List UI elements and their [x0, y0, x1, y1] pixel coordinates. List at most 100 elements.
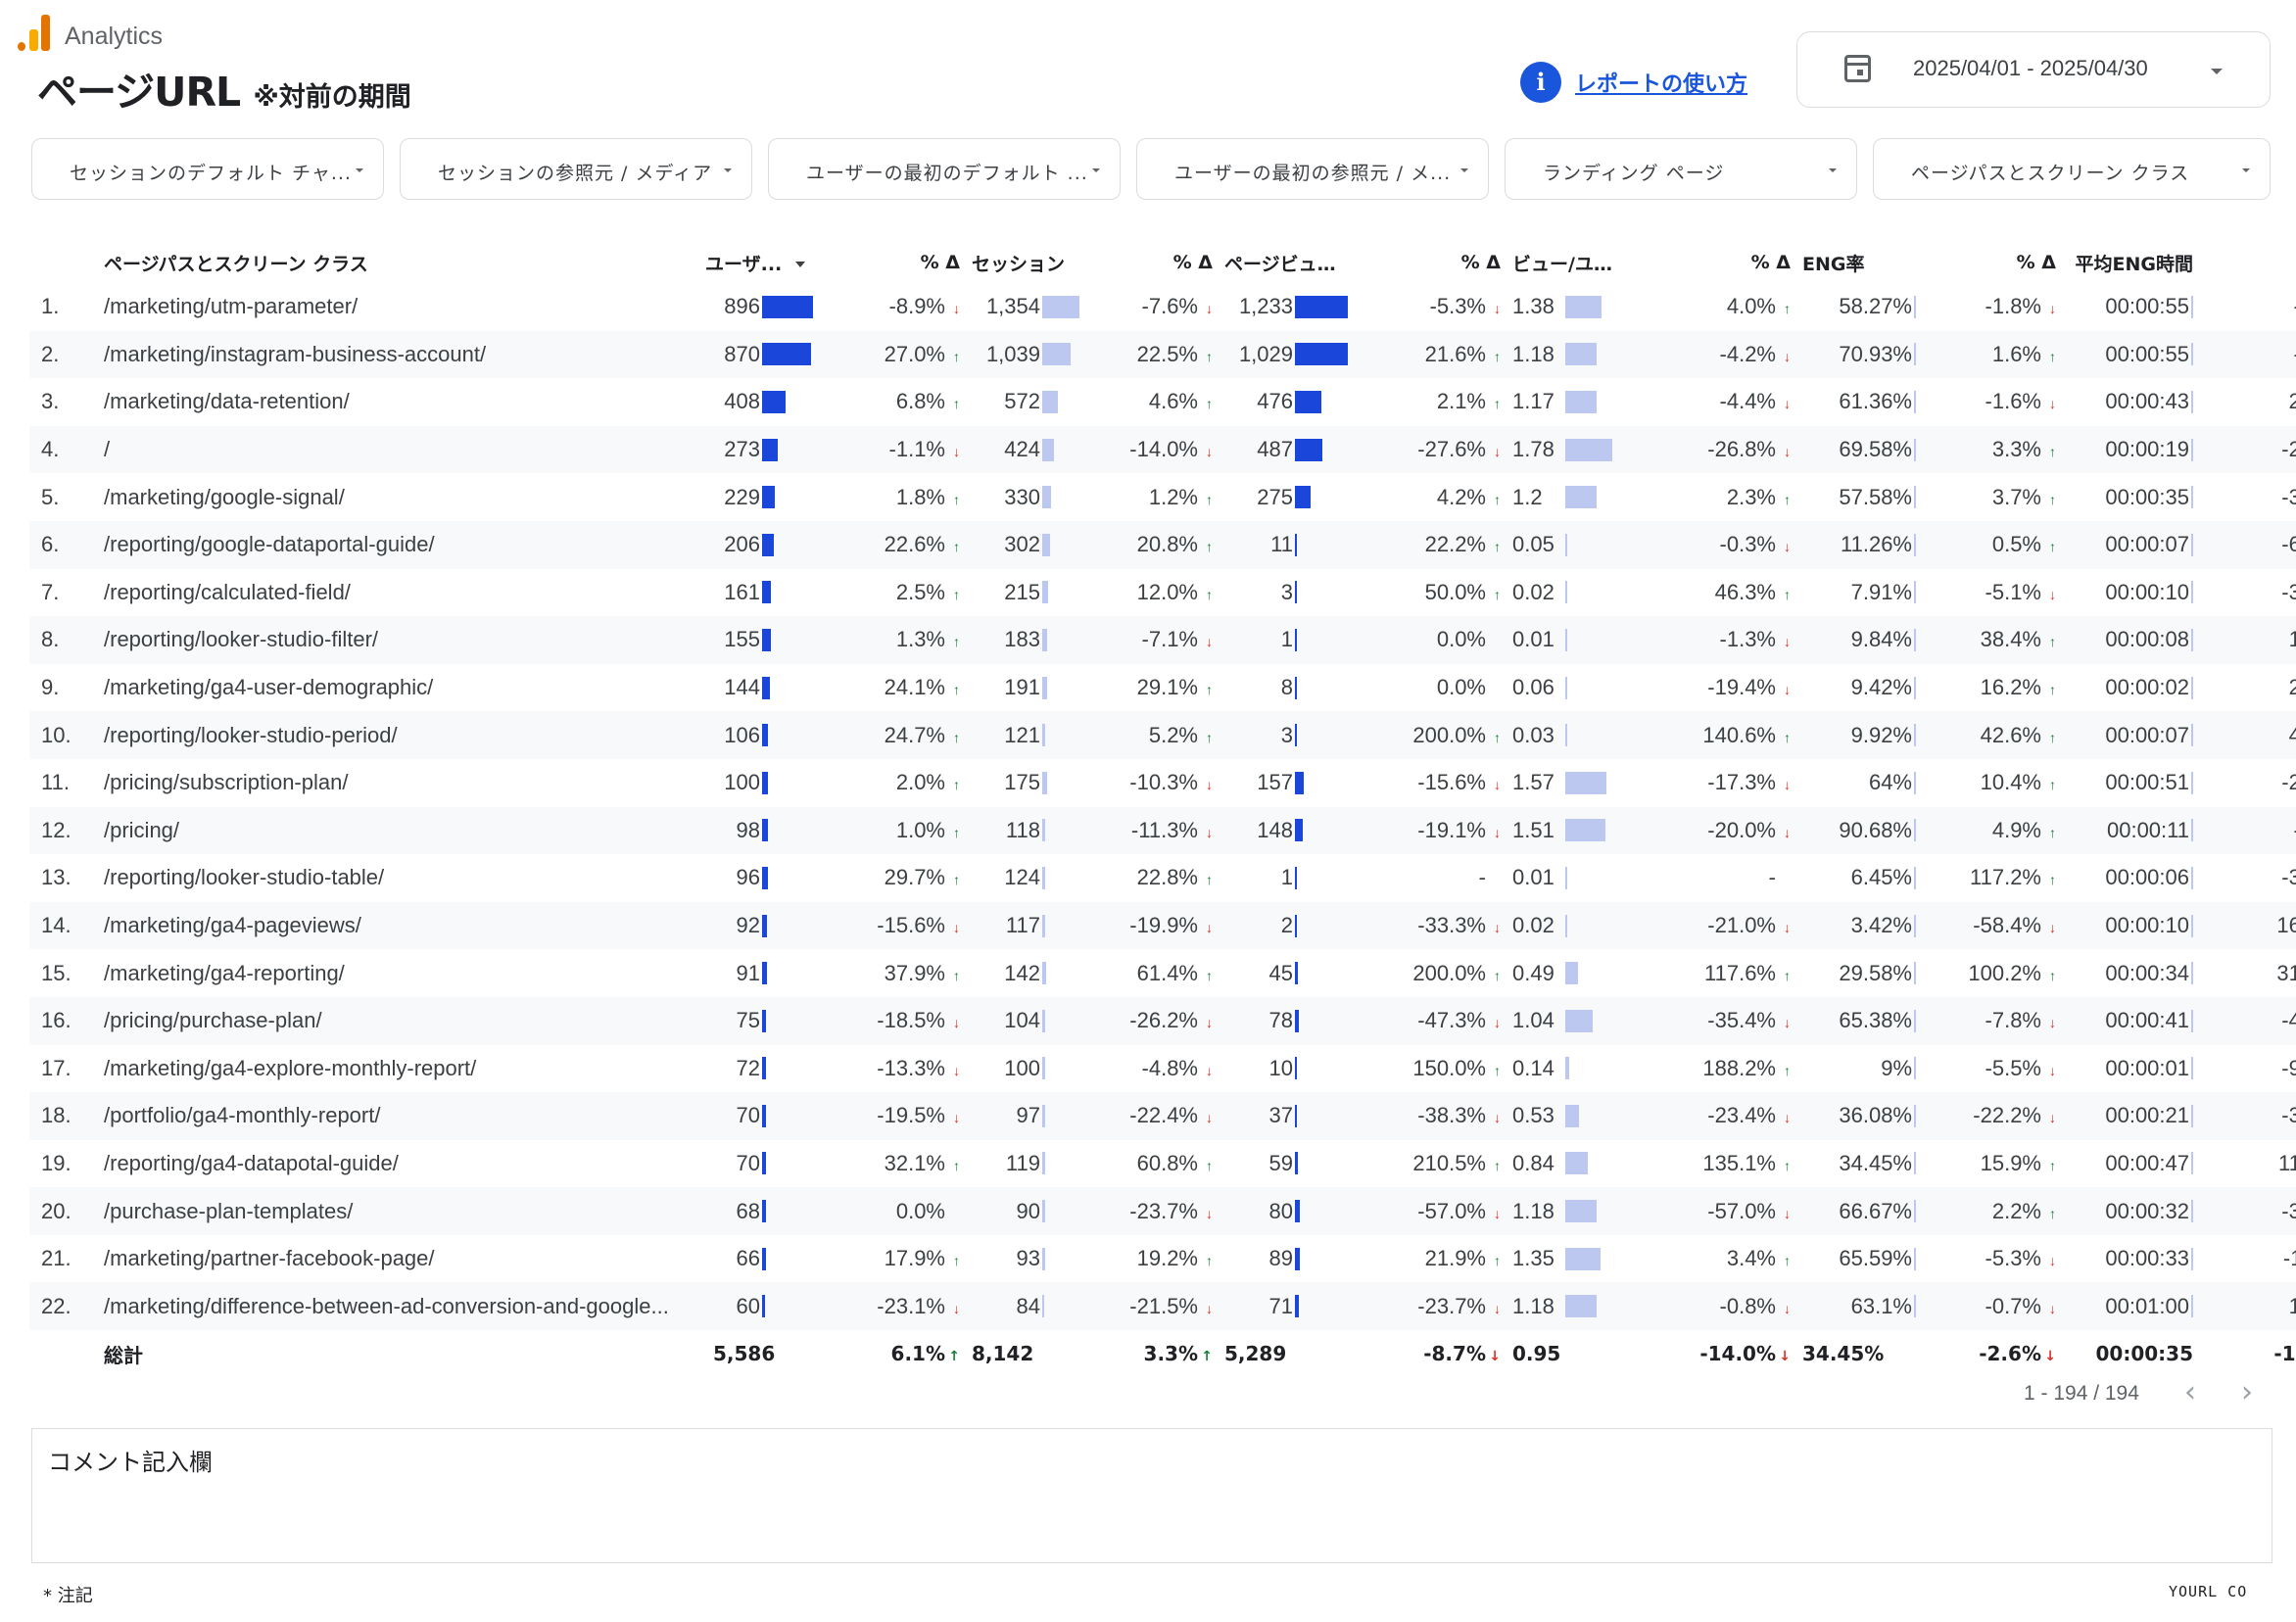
page-path[interactable]: /pricing/subscription-plan/: [104, 770, 349, 795]
page-path[interactable]: /marketing/utm-parameter/: [104, 294, 359, 319]
column-header-pageviews-delta[interactable]: % Δ: [1460, 252, 1501, 273]
filter-session-default-channel[interactable]: セッションのデフォルト チャ...: [31, 138, 384, 200]
cell-value: 70: [736, 1150, 760, 1175]
table-row[interactable]: 5. /marketing/google-signal/229 1.8% ↑ 330 1.…: [29, 473, 2296, 521]
table-row[interactable]: 1. /marketing/utm-parameter/896 -8.9% ↓ 1,35…: [29, 283, 2296, 331]
help-link-group[interactable]: i レポートの使い方: [1520, 62, 1747, 103]
value-bar: [2191, 724, 2193, 747]
table-row[interactable]: 15. /marketing/ga4-reporting/91 37.9% ↑ 142 6…: [29, 949, 2296, 997]
page-path[interactable]: /marketing/ga4-reporting/: [104, 960, 345, 985]
info-icon[interactable]: i: [1520, 62, 1561, 103]
table-row[interactable]: 16./pricing/purchase-plan/75 -18.5% ↓ 104 -2…: [29, 996, 2296, 1045]
column-header-views-per-user-delta[interactable]: % Δ: [1750, 252, 1791, 273]
column-header-avg-eng-time[interactable]: 平均ENG時間: [2075, 253, 2193, 275]
table-row[interactable]: 17. /marketing/ga4-explore-monthly-report…: [29, 1045, 2296, 1093]
column-header-sessions-delta[interactable]: % Δ: [1172, 252, 1213, 273]
page-path[interactable]: /portfolio/ga4-monthly-report/: [98, 1092, 686, 1140]
table-row[interactable]: 13. /reporting/looker-studio-table/96 29.7…: [29, 854, 2296, 902]
delta-value: 150.0%: [1412, 1055, 1486, 1080]
pageviews-delta-cell: 21.9% ↑: [1348, 1235, 1507, 1283]
value-bar: [1914, 962, 1916, 985]
table-row[interactable]: 12./pricing/98 1.0% ↑ 118 -11.3% ↓ 148 -19.1% ↓ 1…: [29, 806, 2296, 855]
table-row[interactable]: 11. /pricing/subscription-plan/100 2.0% ↑ 17…: [29, 759, 2296, 807]
cell-value: 97: [1016, 1103, 1040, 1128]
sort-desc-icon[interactable]: [795, 262, 806, 267]
delta-value: 188.2%: [1702, 1055, 1776, 1080]
eng-rate-cell: 90.68%: [1796, 806, 1922, 855]
help-link[interactable]: レポートの使い方: [1575, 72, 1748, 97]
page-path[interactable]: /pricing/: [98, 806, 686, 855]
page-path[interactable]: /reporting/looker-studio-table/: [104, 865, 385, 890]
row-index: 17.: [41, 1055, 72, 1080]
column-header-eng-rate-delta[interactable]: % Δ: [2016, 252, 2056, 273]
page-path[interactable]: /marketing/data-retention/: [104, 389, 350, 414]
bar-cell: 68: [692, 1187, 833, 1235]
table-row[interactable]: 3. /marketing/data-retention/408 6.8% ↑ 572 4…: [29, 378, 2296, 426]
page-path[interactable]: /marketing/ga4-user-demographic/: [104, 675, 434, 700]
page-path[interactable]: /reporting/looker-studio-filter/: [98, 616, 686, 664]
column-header-views-per-user[interactable]: ビュー/ユーザー: [1512, 253, 1636, 275]
filter-landing-page[interactable]: ランディング ページ: [1505, 138, 1857, 200]
page-path[interactable]: /marketing/ga4-explore-monthly-report/: [104, 1055, 477, 1080]
row-index: 8.: [29, 616, 98, 664]
page-path[interactable]: /marketing/difference-between-ad-convers…: [98, 1282, 686, 1331]
column-header-avg-eng-time-delta[interactable]: % Δ: [2199, 242, 2296, 283]
value-bar: [1914, 1247, 1916, 1270]
value-bar: [1565, 343, 1597, 366]
chevron-right-icon[interactable]: ›: [2241, 1375, 2253, 1409]
page-path[interactable]: /reporting/looker-studio-period/: [98, 711, 686, 759]
table-row[interactable]: 6./reporting/google-dataportal-guide/206…: [29, 520, 2296, 569]
page-path[interactable]: /pricing/purchase-plan/: [98, 996, 686, 1045]
users-cell: 229: [686, 473, 838, 521]
table-row[interactable]: 14./marketing/ga4-pageviews/92 -15.6% ↓ 117…: [29, 901, 2296, 950]
users-delta-cell: -1.1% ↓: [838, 425, 966, 474]
filter-page-path-screen-class[interactable]: ページパスとスクリーン クラス: [1873, 138, 2271, 200]
filter-first-user-source-medium[interactable]: ユーザーの最初の参照元 / メ...: [1136, 138, 1489, 200]
table-row[interactable]: 7. /reporting/calculated-field/161 2.5% ↑ 21…: [29, 569, 2296, 617]
value-bar: [1914, 1295, 1916, 1318]
cell-value: 60: [736, 1293, 760, 1318]
table-row[interactable]: 22./marketing/difference-between-ad-conv…: [29, 1282, 2296, 1331]
chevron-left-icon[interactable]: ‹: [2184, 1375, 2196, 1409]
value-bar: [1295, 866, 1297, 889]
column-header-page-path[interactable]: ページパスとスクリーン クラス: [104, 253, 368, 275]
bar-cell: 34.45%: [1802, 1140, 1916, 1188]
page-path[interactable]: /marketing/ga4-pageviews/: [98, 901, 686, 950]
column-header-pageviews[interactable]: ページビュー数: [1224, 253, 1348, 275]
filter-first-user-default-channel[interactable]: ユーザーの最初のデフォルト ...: [768, 138, 1121, 200]
page-path[interactable]: /purchase-plan-templates/: [98, 1187, 686, 1235]
filter-session-source-medium[interactable]: セッションの参照元 / メディア: [400, 138, 752, 200]
bar-cell: 00:00:02: [2068, 664, 2193, 712]
pageviews-delta-cell: -: [1348, 854, 1507, 902]
bar-cell: 148: [1224, 807, 1342, 855]
page-path[interactable]: /marketing/instagram-business-account/: [98, 330, 686, 379]
page-path[interactable]: /reporting/ga4-datapotal-guide/: [104, 1150, 399, 1175]
table-row[interactable]: 8./reporting/looker-studio-filter/155 1.3…: [29, 616, 2296, 664]
page-path[interactable]: /marketing/google-signal/: [104, 484, 345, 509]
table-row[interactable]: 19. /reporting/ga4-datapotal-guide/70 32.1…: [29, 1140, 2296, 1188]
column-header-users-delta[interactable]: % Δ: [920, 252, 960, 273]
delta-value: 3.4%: [1726, 1246, 1776, 1271]
column-header-users[interactable]: ユーザ...: [686, 242, 838, 283]
column-header-eng-rate[interactable]: ENG率: [1802, 253, 1865, 275]
comment-box[interactable]: コメント記入欄: [31, 1428, 2272, 1563]
page-path[interactable]: /reporting/calculated-field/: [104, 579, 351, 604]
date-range-picker[interactable]: 2025/04/01 - 2025/04/30: [1796, 31, 2271, 108]
table-row[interactable]: 21. /marketing/partner-facebook-page/66 17…: [29, 1235, 2296, 1283]
page-path[interactable]: /marketing/partner-facebook-page/: [104, 1246, 435, 1271]
table-row[interactable]: 2./marketing/instagram-business-account/…: [29, 330, 2296, 379]
page-path[interactable]: /: [98, 425, 686, 474]
table-row[interactable]: 10./reporting/looker-studio-period/106 24…: [29, 711, 2296, 759]
page-path[interactable]: /reporting/google-dataportal-guide/: [98, 520, 686, 569]
avg-eng-time-delta-cell: -8.6%↓: [2199, 330, 2296, 379]
table-row[interactable]: 20./purchase-plan-templates/68 0.0% 90 -23.…: [29, 1187, 2296, 1235]
table-row[interactable]: 4./ 273 -1.1% ↓ 424 -14.0% ↓ 487 -27.6% ↓ 1.78 -26.…: [29, 425, 2296, 474]
delta-value: 60.8%: [1136, 1150, 1198, 1175]
table-row[interactable]: 9. /marketing/ga4-user-demographic/144 24.…: [29, 664, 2296, 712]
table-row[interactable]: 18./portfolio/ga4-monthly-report/70 -19.5…: [29, 1092, 2296, 1140]
avg-eng-time-delta-cell: -33.6%↓: [2199, 854, 2296, 902]
cell-value: 2: [1280, 913, 1293, 938]
column-header-sessions[interactable]: セッション: [972, 253, 1066, 275]
avg-eng-time-cell: 00:00:01: [2062, 1045, 2199, 1093]
arrow-down-icon: ↓: [1206, 1062, 1213, 1078]
